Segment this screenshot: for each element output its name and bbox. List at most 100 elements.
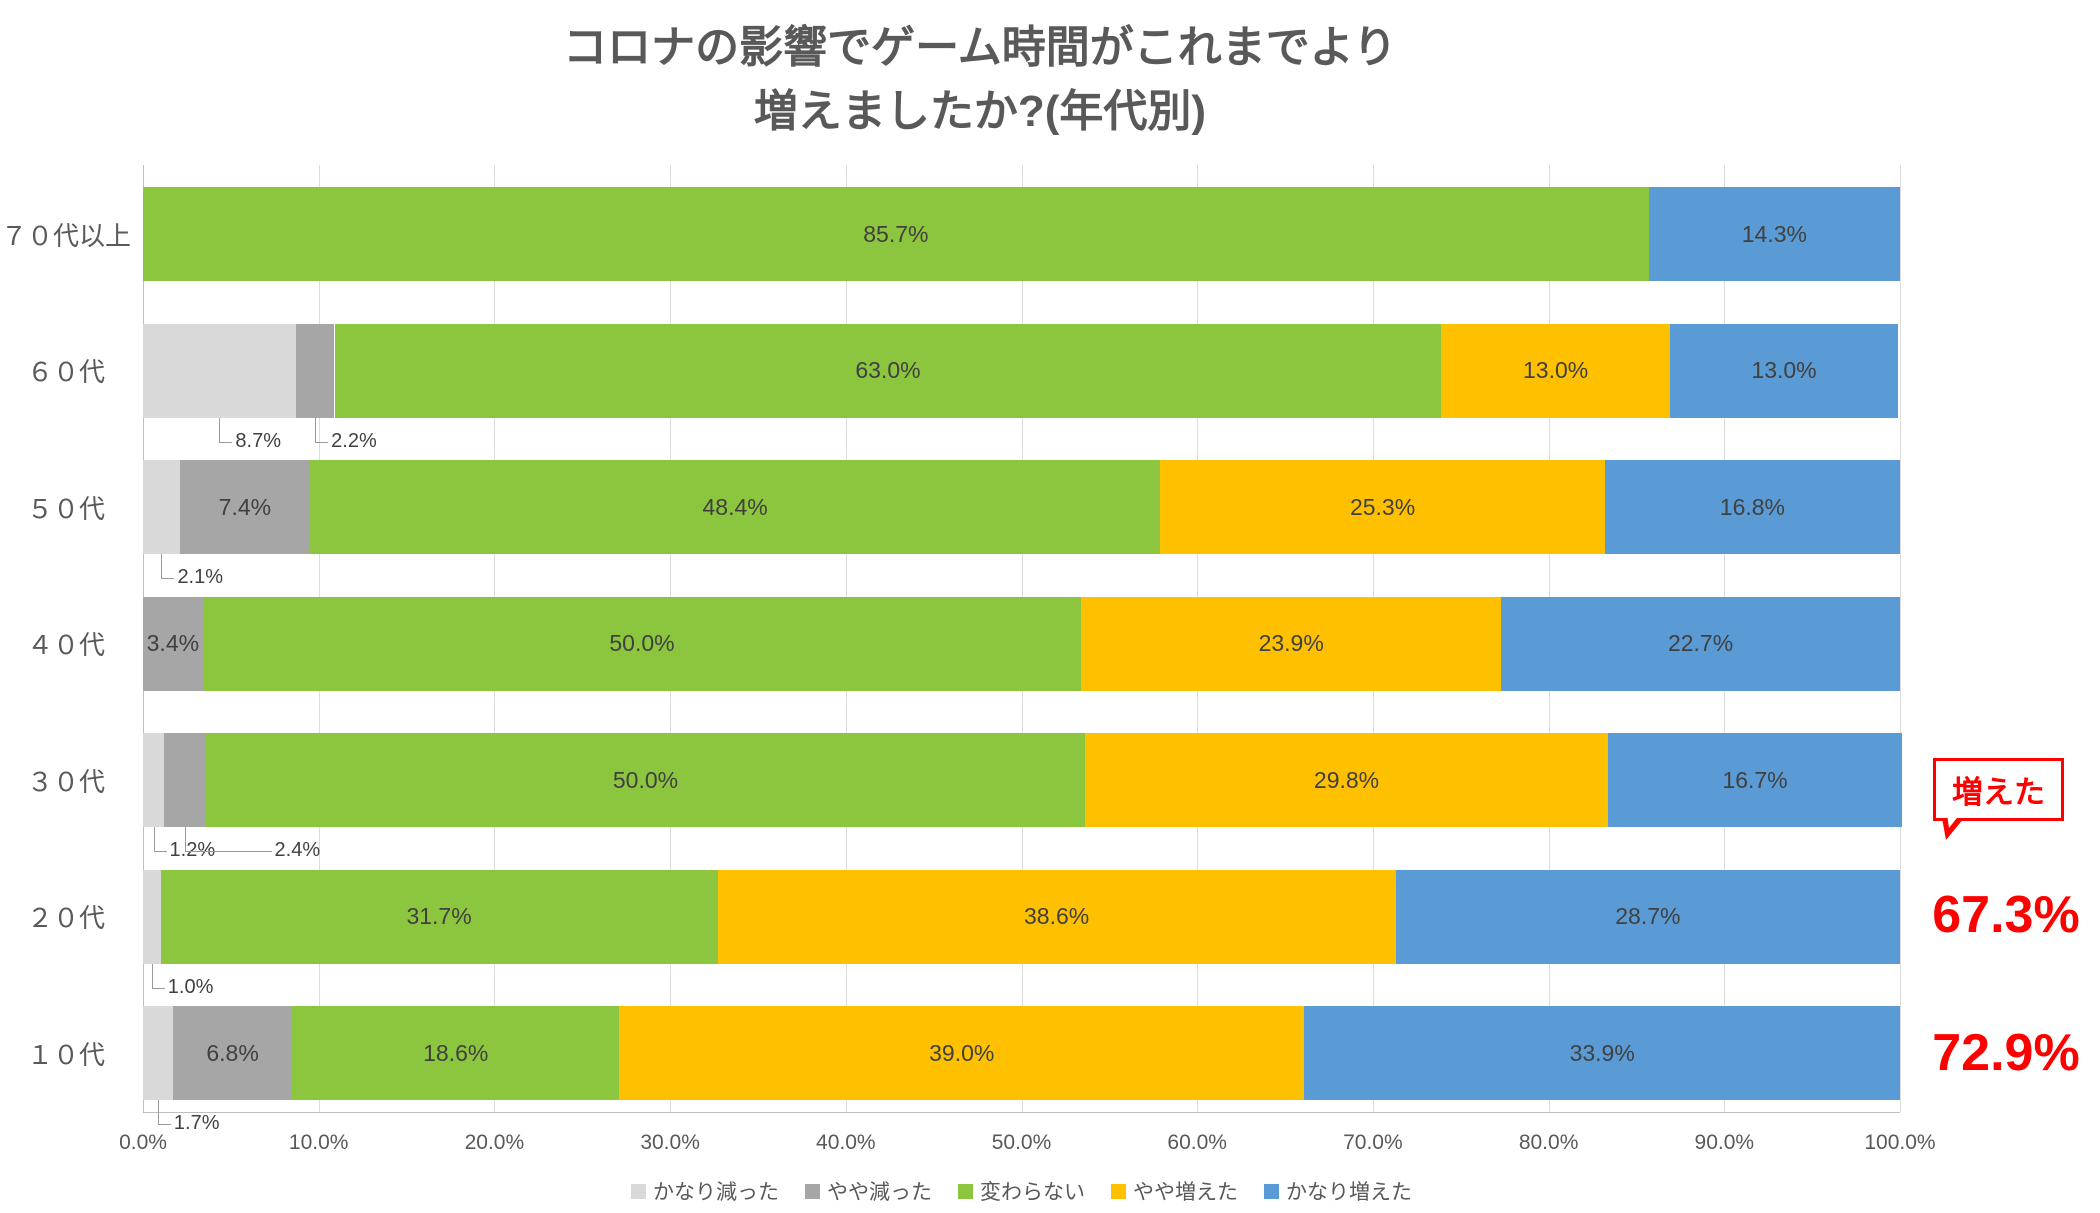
leader-line: [157, 1100, 171, 1125]
x-axis-tick-label: 80.0%: [1518, 1131, 1579, 1154]
bar-segment: 14.3%: [1648, 187, 1900, 281]
increased-total-20s: 67.3%: [1912, 880, 2100, 950]
chart-title: コロナの影響でゲーム時間がこれまでより 増えましたか?(年代別): [0, 16, 1960, 144]
bar-segment: 31.7%: [160, 869, 718, 964]
bar-segment: [164, 733, 207, 827]
y-axis-category-label: ３０代: [26, 766, 105, 797]
legend-label: かなり減った: [653, 1181, 779, 1204]
bar-segment: 23.9%: [1081, 596, 1502, 691]
segment-value-label: 16.8%: [1719, 493, 1785, 520]
x-axis-tick-label: 60.0%: [1167, 1131, 1227, 1154]
increased-callout-bubble: 増えた: [1933, 758, 2064, 840]
segment-value-label: 13.0%: [1523, 357, 1589, 383]
segment-value-label: 18.6%: [423, 1039, 489, 1066]
callout-value-label-group: 2.2%: [315, 417, 377, 452]
bar-segment: [143, 869, 161, 964]
segment-value-label: 6.8%: [206, 1039, 259, 1066]
x-axis-tick-label: 30.0%: [640, 1131, 700, 1154]
segment-value-label: 31.7%: [406, 903, 472, 929]
segment-value-label: 1.0%: [167, 975, 214, 998]
callout-value-label-group: 2.1%: [161, 554, 223, 588]
bar-segment: [143, 460, 180, 554]
segment-value-label: 2.2%: [331, 429, 377, 452]
stacked-bar-row: 50.0% 29.8% 16.7%: [143, 733, 1902, 827]
legend-label: 変わらない: [980, 1181, 1085, 1204]
x-axis-tick-label: 40.0%: [816, 1131, 876, 1154]
stacked-bar-row: 3.4% 50.0% 23.9% 22.7%: [143, 596, 1900, 691]
x-axis-tick-label: 50.0%: [991, 1131, 1052, 1154]
legend-label: やや増えた: [1133, 1181, 1238, 1204]
callout-value-label-group: 1.7%: [157, 1100, 220, 1134]
segment-value-label: 14.3%: [1741, 220, 1807, 247]
segment-value-label: 50.0%: [609, 630, 675, 656]
segment-value-label: 23.9%: [1258, 630, 1324, 656]
x-axis-tick-label: 70.0%: [1343, 1131, 1403, 1154]
legend-label: やや減った: [827, 1181, 932, 1204]
bar-segment: [143, 733, 165, 827]
bar-segment: 3.4%: [143, 596, 203, 691]
segment-value-label: 2.4%: [274, 839, 321, 861]
legend-item: やや減った: [805, 1176, 932, 1206]
bar-segment: 85.7%: [143, 187, 1649, 281]
bar-segment: 6.8%: [172, 1006, 293, 1100]
bar-segment: 28.7%: [1395, 869, 1900, 964]
leader-line: [185, 827, 272, 852]
callout-value-label-group: 8.7%: [219, 417, 281, 452]
bar-segment: 29.8%: [1084, 733, 1609, 827]
leader-line: [153, 827, 167, 852]
segment-value-label: 29.8%: [1313, 766, 1380, 793]
segment-value-label: 48.4%: [702, 493, 768, 520]
stacked-bar-row: 31.7% 38.6% 28.7%: [143, 869, 1900, 964]
gridline: [1900, 165, 1901, 1112]
bar-segment: 13.0%: [1669, 323, 1899, 418]
segment-value-label: 63.0%: [855, 357, 921, 383]
segment-value-label: 13.0%: [1751, 357, 1817, 383]
legend-item: かなり減った: [631, 1176, 779, 1206]
callout-value-label-group: 1.0%: [151, 963, 213, 998]
segment-value-label: 22.7%: [1667, 630, 1734, 656]
leader-line: [151, 963, 165, 989]
stacked-bar-row: 85.7% 14.3%: [143, 187, 1900, 281]
segment-value-label: 3.4%: [146, 630, 200, 656]
legend-item: かなり増えた: [1264, 1176, 1412, 1206]
leader-line: [315, 417, 329, 443]
leader-line: [161, 554, 175, 579]
bar-segment: 50.0%: [202, 596, 1082, 691]
y-axis-category-label: １０代: [26, 1039, 105, 1070]
x-axis-tick-label: 20.0%: [464, 1131, 525, 1154]
segment-value-label: 7.4%: [218, 493, 272, 520]
y-axis-category-label: ７０代以上: [0, 220, 131, 251]
segment-value-label: 85.7%: [863, 220, 929, 247]
y-axis-category-label: ６０代: [26, 357, 105, 387]
bar-segment: 50.0%: [206, 733, 1085, 827]
callout-value-label-group: 2.4%: [185, 827, 320, 861]
legend-swatch: [1111, 1183, 1126, 1199]
plot-area: 0.0% 10.0% 20.0% 30.0% 40.0% 50.0% 60.0% 70.0% 8…: [1, 165, 1936, 1154]
bar-segment: 38.6%: [717, 869, 1396, 964]
increased-total-10s: 72.9%: [1912, 1018, 2100, 1088]
callout-value-label-group: 1.2%: [153, 827, 215, 861]
chart-title-line2: 増えましたか?(年代別): [753, 86, 1207, 136]
x-axis-line: [143, 1112, 1900, 1113]
increased-callout-label: 増えた: [1952, 775, 2045, 810]
stacked-bar-row: 7.4% 48.4% 25.3% 16.8%: [143, 460, 1900, 554]
segment-value-label: 50.0%: [612, 766, 679, 793]
bar-segment: 16.8%: [1604, 460, 1900, 554]
bar-segment: [143, 323, 296, 418]
bar-segment: 22.7%: [1501, 596, 1900, 691]
segment-value-label: 39.0%: [929, 1039, 995, 1066]
y-axis-category-label: ２０代: [26, 903, 105, 933]
legend-item: やや増えた: [1111, 1176, 1238, 1206]
bar-segment: 48.4%: [309, 460, 1161, 554]
bar-segment: 13.0%: [1441, 323, 1670, 418]
legend: かなり減った やや減った 変わらない やや増えた かなり増えた: [143, 1176, 1900, 1206]
segment-value-label: 8.7%: [235, 429, 282, 452]
legend-swatch: [631, 1183, 646, 1199]
bar-segment: 63.0%: [334, 323, 1442, 418]
segment-value-label: 1.2%: [169, 839, 216, 861]
segment-value-label: 1.7%: [173, 1112, 220, 1134]
legend-label: かなり増えた: [1286, 1181, 1412, 1204]
y-axis-category-label: ５０代: [26, 493, 105, 524]
legend-item: 変わらない: [958, 1176, 1085, 1206]
y-axis-category-label: ４０代: [26, 630, 105, 660]
